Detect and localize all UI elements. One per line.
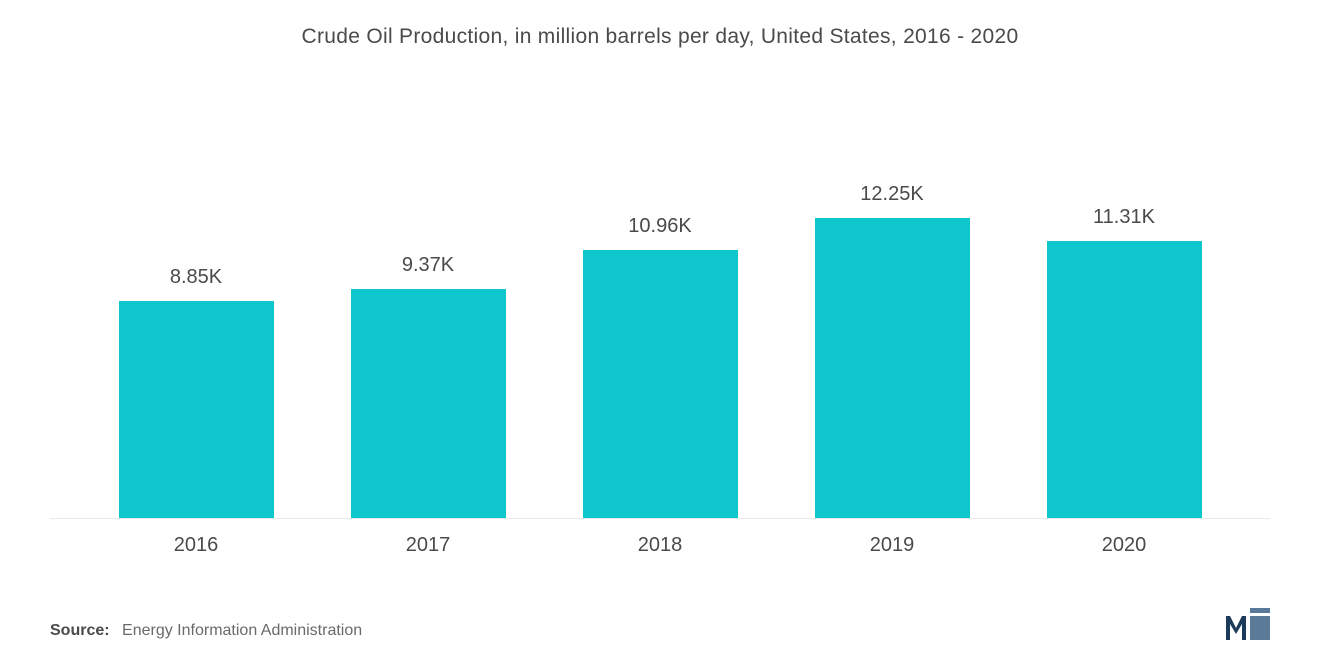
x-axis-labels: 2016 2017 2018 2019 2020: [50, 519, 1270, 557]
bar: [583, 250, 738, 518]
bar-group: 11.31K: [1008, 206, 1240, 518]
bar-value-label: 11.31K: [1093, 206, 1155, 229]
x-axis-label: 2019: [776, 534, 1008, 557]
bar-value-label: 9.37K: [402, 254, 454, 277]
chart-plot-area: 8.85K 9.37K 10.96K 12.25K 11.31K: [50, 119, 1270, 519]
x-axis-label: 2020: [1008, 534, 1240, 557]
bar-value-label: 8.85K: [170, 266, 222, 289]
source-citation: Source: Energy Information Administratio…: [50, 622, 362, 640]
x-axis-label: 2018: [544, 534, 776, 557]
bar-value-label: 12.25K: [860, 183, 923, 206]
bar: [119, 301, 274, 518]
bar: [351, 289, 506, 518]
bar-group: 12.25K: [776, 183, 1008, 518]
bar: [1047, 241, 1202, 518]
x-axis-label: 2017: [312, 534, 544, 557]
bar: [815, 218, 970, 518]
chart-footer: Source: Energy Information Administratio…: [50, 608, 1270, 640]
chart-title: Crude Oil Production, in million barrels…: [50, 25, 1270, 49]
bar-group: 8.85K: [80, 266, 312, 518]
source-label: Source:: [50, 622, 110, 639]
bar-value-label: 10.96K: [628, 215, 691, 238]
bar-group: 9.37K: [312, 254, 544, 518]
bar-group: 10.96K: [544, 215, 776, 518]
source-text: Energy Information Administration: [122, 622, 362, 639]
brand-logo-icon: [1226, 608, 1270, 640]
x-axis-label: 2016: [80, 534, 312, 557]
